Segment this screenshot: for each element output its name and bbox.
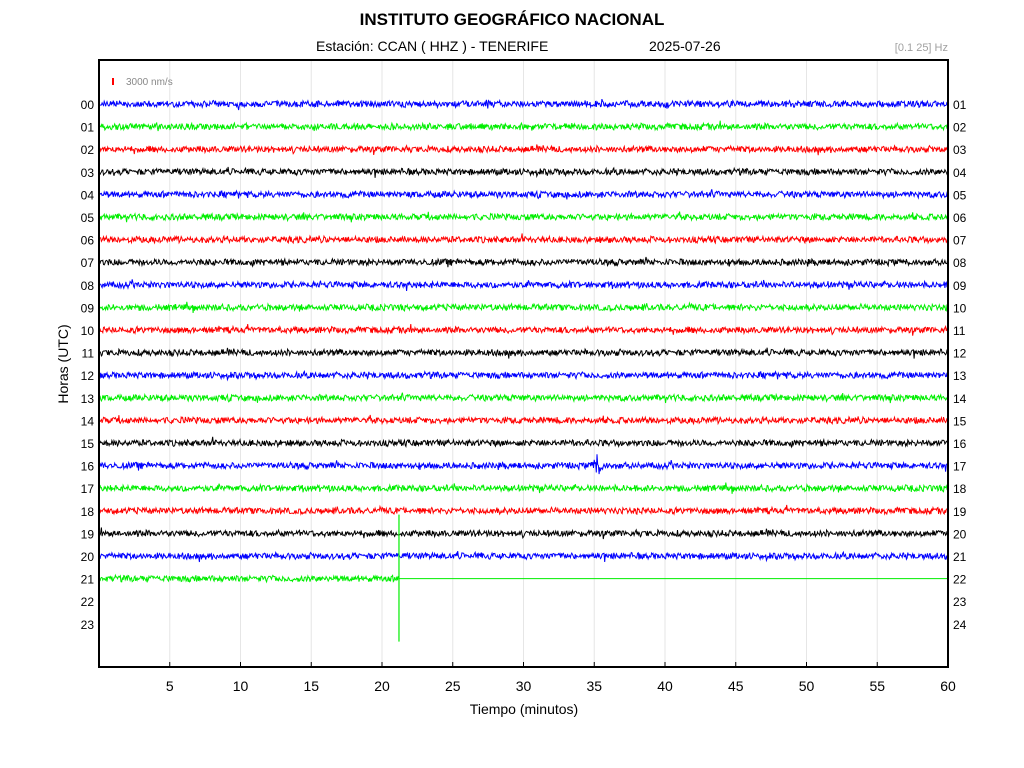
trace-hour-11 bbox=[99, 347, 948, 359]
hour-label-right: 04 bbox=[953, 166, 967, 180]
hour-label-right: 05 bbox=[953, 188, 967, 202]
hour-label-left: 17 bbox=[81, 482, 95, 496]
filter-band-label: [0.1 25] Hz bbox=[894, 42, 948, 54]
hour-label-left: 15 bbox=[81, 437, 95, 451]
trace-hour-12 bbox=[99, 369, 949, 382]
trace-hour-08 bbox=[99, 279, 949, 291]
hour-label-left: 06 bbox=[81, 234, 95, 248]
trace-hour-15 bbox=[99, 436, 949, 449]
x-tick-label: 60 bbox=[940, 678, 956, 694]
trace-hour-07 bbox=[99, 256, 949, 268]
trace-hour-13 bbox=[99, 392, 949, 404]
hour-label-left: 14 bbox=[81, 414, 95, 428]
hour-label-left: 00 bbox=[81, 98, 95, 112]
hour-label-right: 21 bbox=[953, 550, 967, 564]
y-axis-title: Horas (UTC) bbox=[55, 324, 71, 403]
trace-hour-00 bbox=[99, 98, 949, 111]
x-tick-label: 10 bbox=[233, 678, 249, 694]
station-label: Estación: CCAN ( HHZ ) - TENERIFE bbox=[316, 38, 549, 54]
hour-label-left: 22 bbox=[81, 595, 95, 609]
x-tick-label: 55 bbox=[869, 678, 885, 694]
trace-hour-14 bbox=[99, 414, 949, 426]
hour-label-left: 12 bbox=[81, 369, 95, 383]
trace-hour-02 bbox=[99, 144, 949, 156]
hour-label-left: 10 bbox=[81, 324, 95, 338]
hour-label-right: 11 bbox=[953, 324, 966, 338]
trace-hour-18 bbox=[99, 504, 948, 516]
hour-label-left: 03 bbox=[81, 166, 95, 180]
grid-lines bbox=[169, 60, 878, 667]
axis-labels: 5 10 15 20 25 30 35 40 45 50 55 60 Tiempo (minutos) H… bbox=[55, 77, 967, 717]
hour-label-right: 07 bbox=[953, 234, 967, 248]
trace-group bbox=[99, 98, 949, 642]
x-tick-label: 15 bbox=[303, 678, 319, 694]
hour-label-right: 02 bbox=[953, 121, 967, 135]
hour-label-left: 08 bbox=[81, 279, 95, 293]
x-tick-label: 20 bbox=[374, 678, 390, 694]
hour-label-left: 23 bbox=[81, 618, 95, 632]
hour-label-left: 09 bbox=[81, 301, 95, 315]
hour-label-left: 05 bbox=[81, 211, 95, 225]
hour-label-left: 11 bbox=[82, 347, 95, 361]
x-tick-label: 30 bbox=[516, 678, 532, 694]
hour-label-left: 21 bbox=[81, 573, 95, 587]
hour-label-right: 08 bbox=[953, 256, 967, 270]
hour-label-right: 15 bbox=[953, 414, 967, 428]
trace-hour-10 bbox=[99, 324, 949, 336]
x-tick-label: 35 bbox=[586, 678, 602, 694]
trace-hour-21 bbox=[99, 573, 400, 584]
hour-label-right: 06 bbox=[953, 211, 967, 225]
trace-hour-04 bbox=[99, 189, 949, 200]
date-label: 2025-07-26 bbox=[649, 38, 721, 54]
hour-label-left: 20 bbox=[81, 550, 95, 564]
hour-label-left: 18 bbox=[81, 505, 95, 519]
hour-label-right: 01 bbox=[953, 98, 967, 112]
hour-label-right: 03 bbox=[953, 143, 967, 157]
hour-label-left: 19 bbox=[81, 527, 95, 541]
trace-hour-16 bbox=[99, 454, 949, 475]
trace-hour-17 bbox=[99, 482, 949, 494]
hour-label-right: 18 bbox=[953, 482, 967, 496]
trace-hour-06 bbox=[99, 233, 949, 245]
x-tick-label: 50 bbox=[799, 678, 815, 694]
hour-label-right: 10 bbox=[953, 301, 967, 315]
hour-label-right: 22 bbox=[953, 573, 967, 587]
hour-label-right: 09 bbox=[953, 279, 967, 293]
hour-label-right: 24 bbox=[953, 618, 967, 632]
hour-label-right: 14 bbox=[953, 392, 967, 406]
scale-label: 3000 nm/s bbox=[126, 77, 173, 88]
x-tick-label: 25 bbox=[445, 678, 461, 694]
trace-hour-05 bbox=[99, 211, 949, 223]
hour-label-left: 02 bbox=[81, 143, 95, 157]
trace-hour-19 bbox=[99, 527, 949, 540]
trace-hour-09 bbox=[99, 301, 949, 314]
hour-label-right: 20 bbox=[953, 527, 967, 541]
x-tick-label: 45 bbox=[728, 678, 744, 694]
x-tick-label: 5 bbox=[166, 678, 174, 694]
hour-label-right: 19 bbox=[953, 505, 967, 519]
trace-hour-03 bbox=[99, 166, 949, 179]
hour-label-left: 04 bbox=[81, 188, 95, 202]
hour-label-left: 07 bbox=[81, 256, 95, 270]
trace-hour-20 bbox=[99, 550, 949, 563]
hour-label-right: 23 bbox=[953, 595, 967, 609]
hour-label-right: 17 bbox=[953, 460, 967, 474]
hour-label-right: 12 bbox=[953, 347, 967, 361]
hour-label-left: 16 bbox=[81, 460, 95, 474]
x-tick-label: 40 bbox=[657, 678, 673, 694]
hour-label-right: 16 bbox=[953, 437, 967, 451]
x-axis-title: Tiempo (minutos) bbox=[470, 701, 578, 717]
hour-label-right: 13 bbox=[953, 369, 967, 383]
trace-hour-01 bbox=[99, 120, 948, 132]
hour-label-left: 01 bbox=[81, 121, 95, 135]
chart-title: INSTITUTO GEOGRÁFICO NACIONAL bbox=[359, 10, 665, 29]
hour-label-left: 13 bbox=[81, 392, 95, 406]
